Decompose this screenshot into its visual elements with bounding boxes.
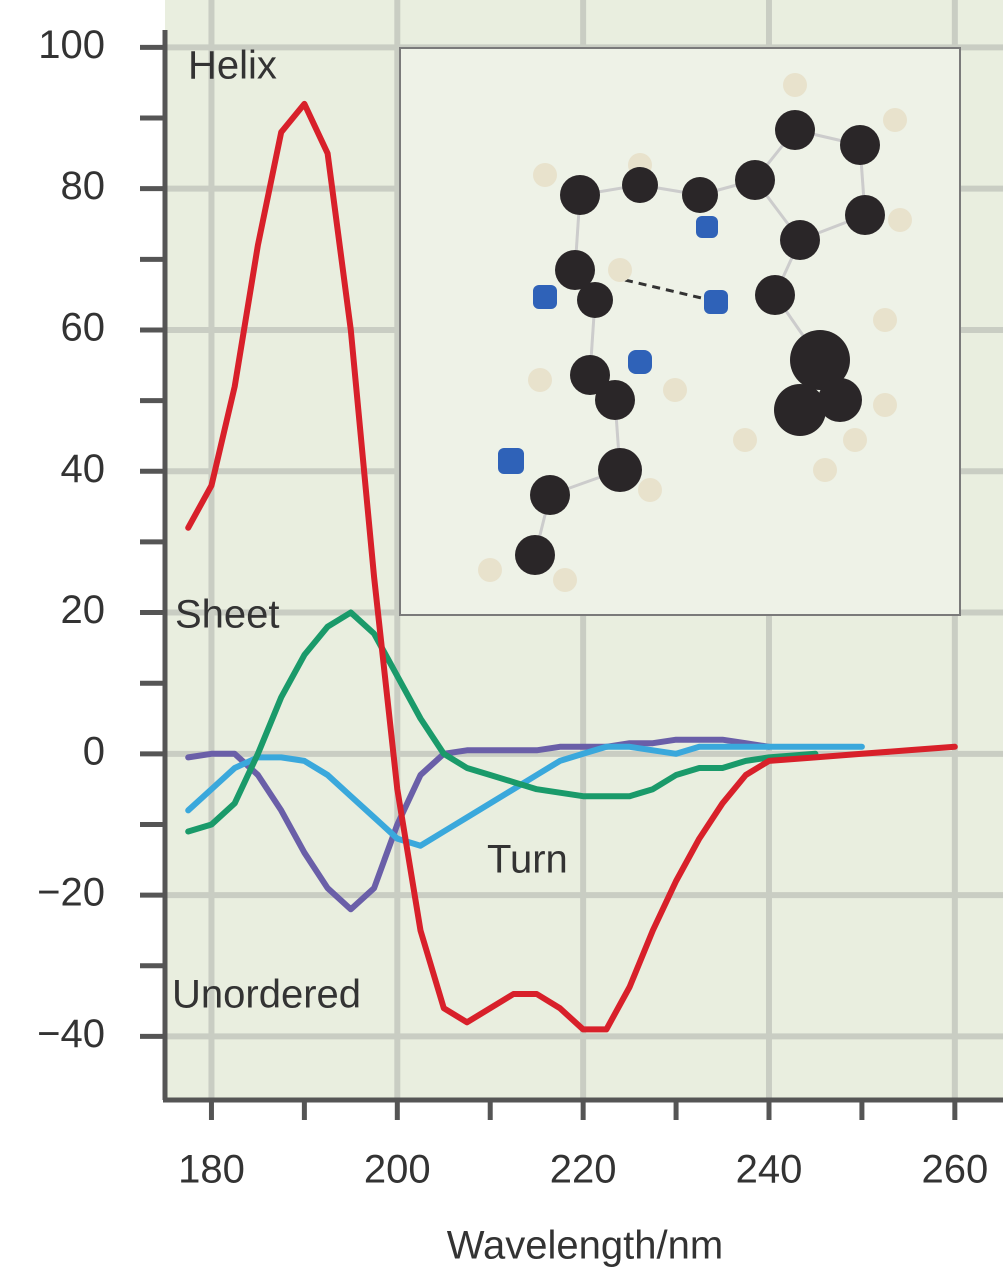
x-tick-label: 220 xyxy=(550,1148,617,1192)
page: Wavelength/nm −40 −20 0 20 40 60 80 100 180 200 22… xyxy=(0,0,1003,1280)
x-tick-label: 240 xyxy=(736,1148,803,1192)
molecule-inset xyxy=(400,48,960,615)
series-label: Helix xyxy=(188,44,277,88)
y-tick-label: −20 xyxy=(37,871,105,915)
series-label: Unordered xyxy=(172,973,361,1017)
chart: Wavelength/nm −40 −20 0 20 40 60 80 100 180 200 22… xyxy=(0,0,1003,1280)
x-tick-label: 200 xyxy=(364,1148,431,1192)
x-axis-label: Wavelength/nm xyxy=(447,1224,723,1268)
series-label: Turn xyxy=(487,838,568,882)
x-tick-label: 260 xyxy=(921,1148,988,1192)
y-tick-label: −40 xyxy=(37,1012,105,1056)
y-tick-label: 40 xyxy=(61,447,106,491)
y-tick-label: 60 xyxy=(61,306,106,350)
y-tick-label: 0 xyxy=(83,729,105,773)
series-label: Sheet xyxy=(175,593,280,637)
y-tick-label: 80 xyxy=(61,164,106,208)
y-tick-label: 20 xyxy=(61,588,106,632)
y-tick-label: 100 xyxy=(38,23,105,67)
x-tick-label: 180 xyxy=(178,1148,245,1192)
